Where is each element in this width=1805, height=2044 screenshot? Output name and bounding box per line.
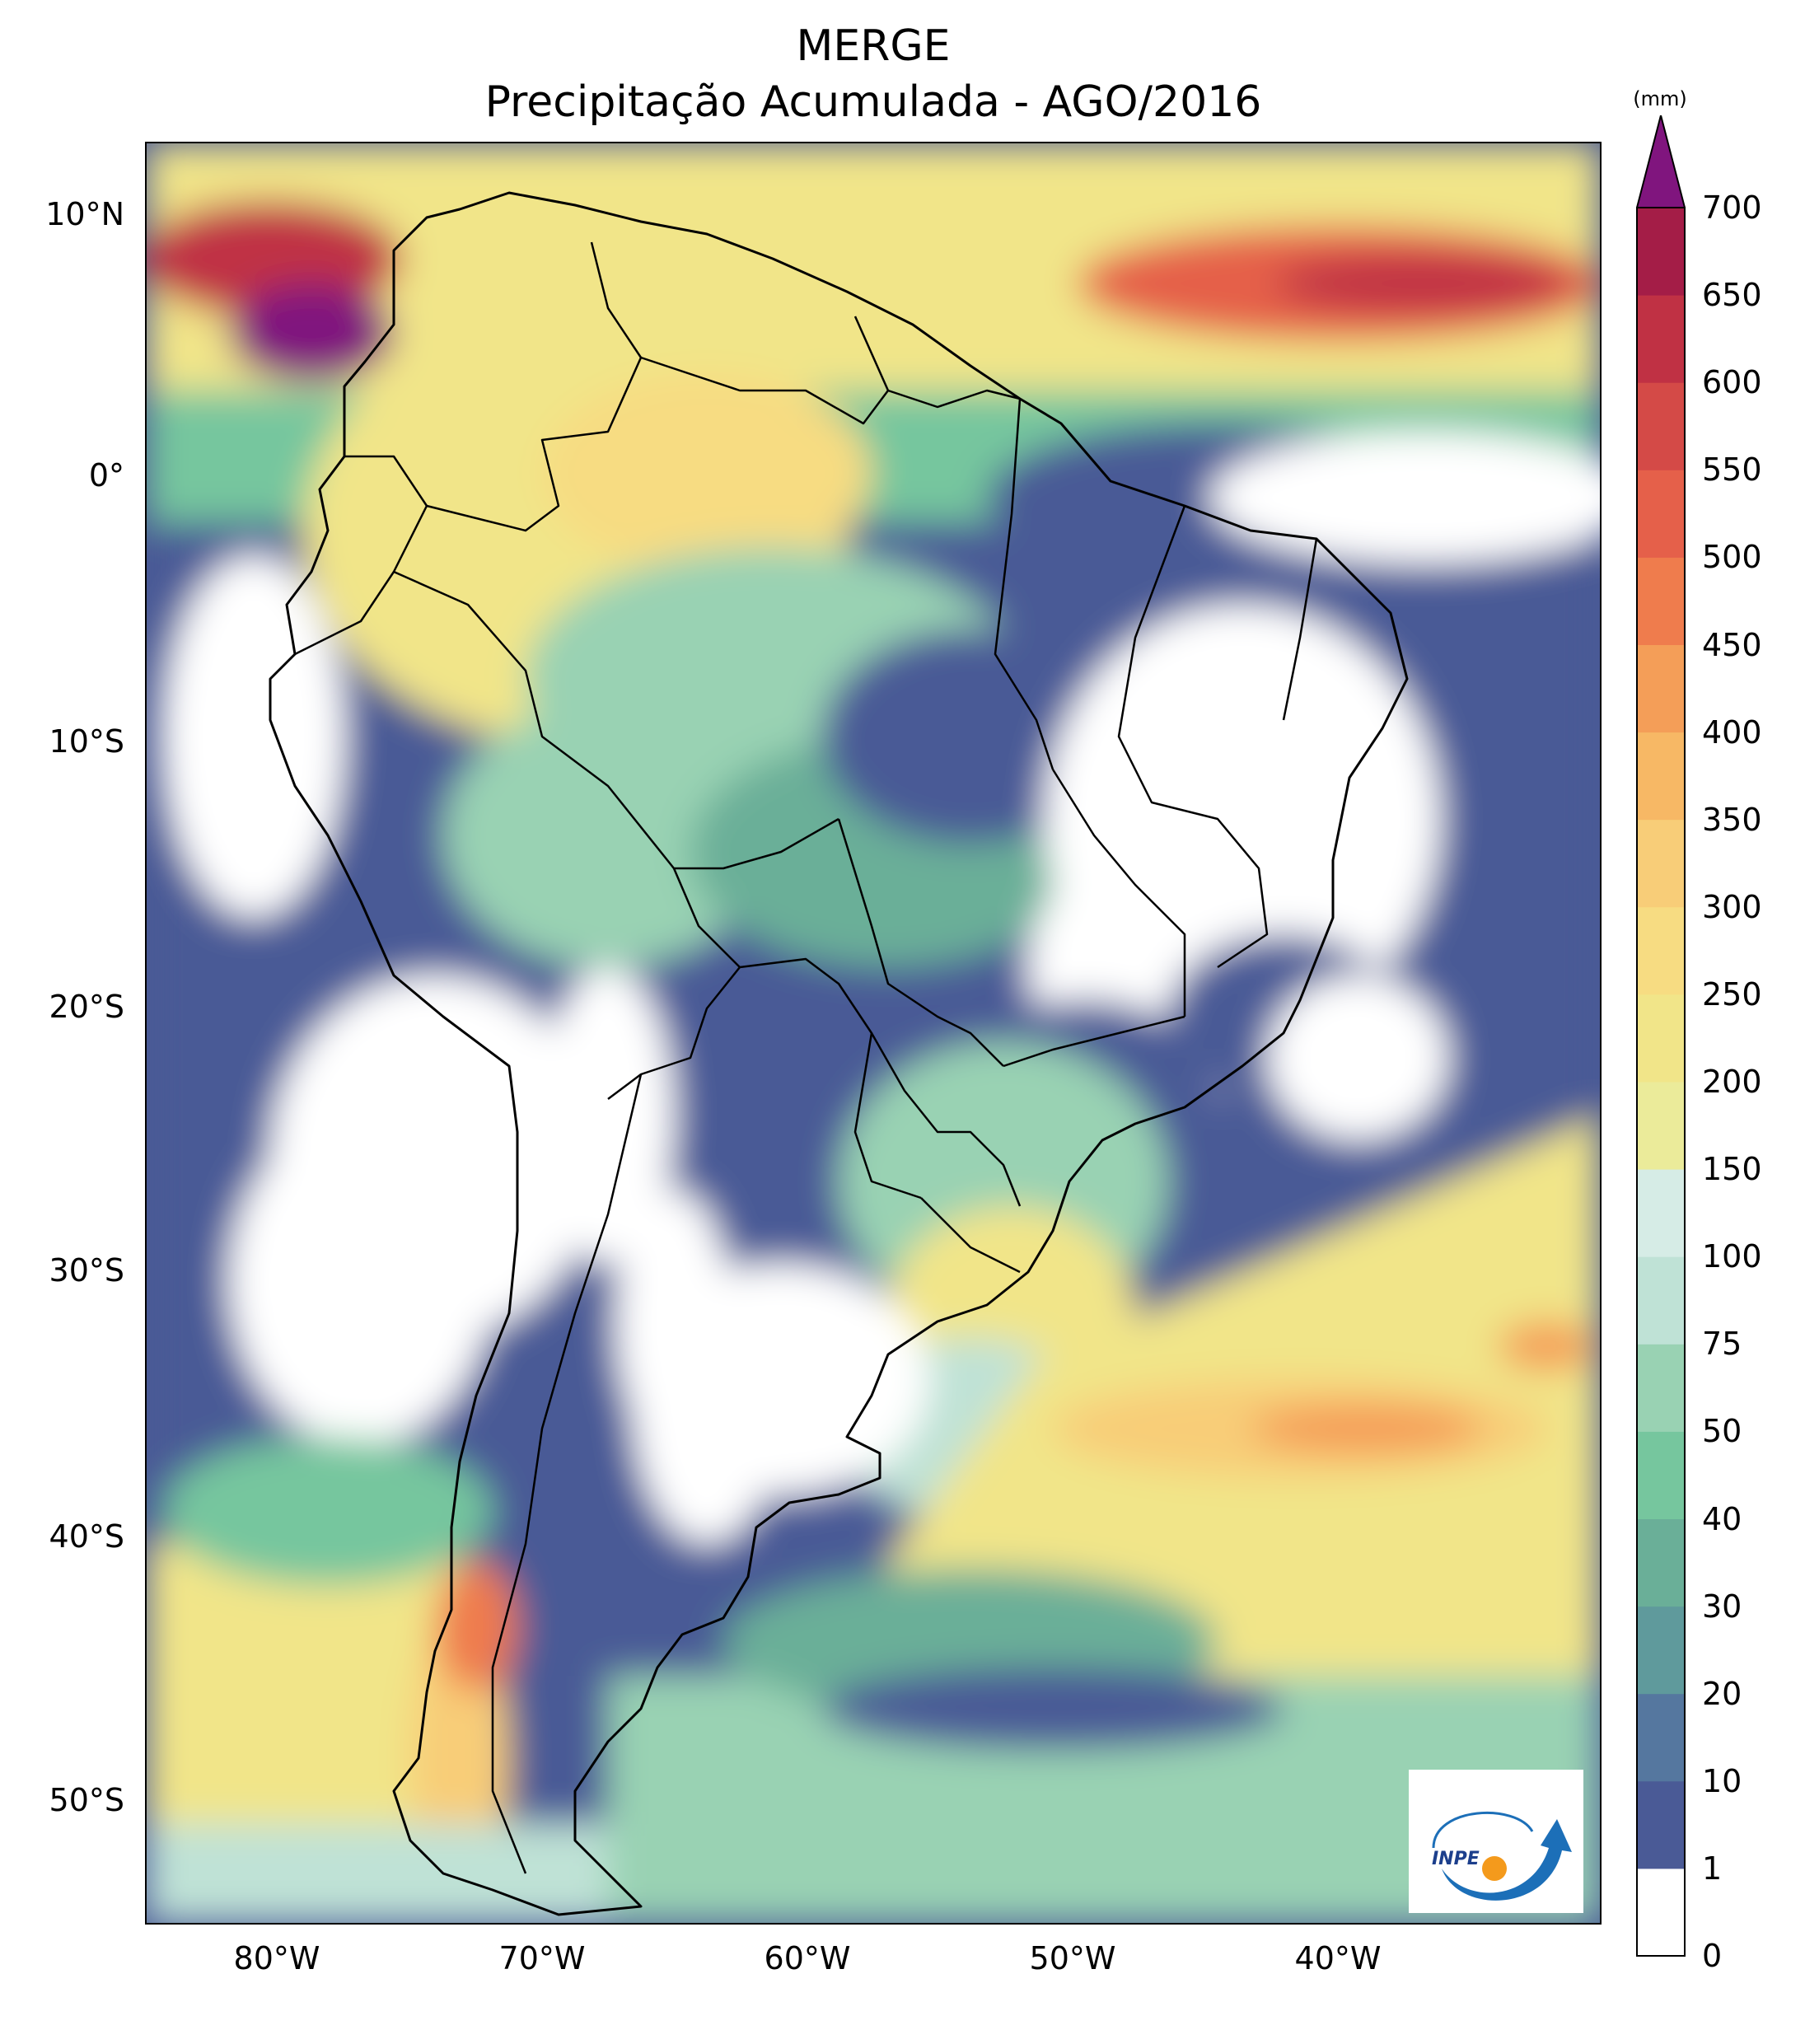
- colorbar-tick-label: 700: [1702, 189, 1762, 226]
- colorbar-segment: [1637, 819, 1685, 908]
- lat-label-10n: 10°N: [45, 196, 124, 232]
- colorbar-tick-label: 10: [1702, 1762, 1742, 1799]
- colorbar-segment: [1637, 208, 1685, 296]
- colorbar-tick-label: 450: [1702, 626, 1762, 663]
- colorbar-segment: [1637, 644, 1685, 733]
- colorbar-segment: [1637, 1344, 1685, 1432]
- colorbar-segment: [1637, 1518, 1685, 1607]
- colorbar-tick-label: 150: [1702, 1151, 1762, 1188]
- colorbar-segment: [1637, 1082, 1685, 1170]
- colorbar-tick-label: 0: [1702, 1938, 1723, 1974]
- coastlines: [269, 191, 1409, 1916]
- colorbar-tick-label: 50: [1702, 1413, 1742, 1450]
- svg-text:INPE: INPE: [1432, 1849, 1480, 1869]
- lat-label-0: 0°: [88, 457, 124, 493]
- country-borders: [294, 241, 1318, 1874]
- colorbar-tick-label: 300: [1702, 888, 1762, 925]
- colorbar-segment: [1637, 906, 1685, 995]
- colorbar-tick-label: 30: [1702, 1588, 1742, 1625]
- lon-label-50w: 50°W: [1029, 1940, 1116, 1976]
- colorbar-tick-label: 650: [1702, 277, 1762, 314]
- logo-sun-icon: [1482, 1856, 1507, 1881]
- lon-label-80w: 80°W: [233, 1940, 320, 1976]
- colorbar-segment: [1637, 382, 1685, 470]
- colorbar-segment: [1637, 1606, 1685, 1695]
- lon-label-70w: 70°W: [498, 1940, 586, 1976]
- colorbar-tick-label: 100: [1702, 1238, 1762, 1275]
- colorbar-tick-label: 1: [1702, 1850, 1723, 1887]
- lat-label-20s: 20°S: [49, 989, 124, 1025]
- colorbar-tick-label: 600: [1702, 364, 1762, 401]
- colorbar-tick-label: 40: [1702, 1500, 1742, 1537]
- colorbar-segment: [1637, 1431, 1685, 1519]
- colorbar-tick-label: 20: [1702, 1675, 1742, 1712]
- precipitation-map: [145, 142, 1602, 1925]
- colorbar-segment: [1637, 470, 1685, 558]
- colorbar-tick-label: 350: [1702, 801, 1762, 838]
- colorbar-tick-label: 400: [1702, 713, 1762, 751]
- lat-label-10s: 10°S: [49, 723, 124, 760]
- colorbar-segment: [1637, 1693, 1685, 1782]
- colorbar: [1636, 115, 1686, 1957]
- lat-label-50s: 50°S: [49, 1782, 124, 1818]
- colorbar-segment: [1637, 557, 1685, 645]
- map-subtitle: Precipitação Acumulada - AGO/2016: [484, 77, 1262, 127]
- colorbar-segment: [1637, 1256, 1685, 1345]
- colorbar-tick-label: 500: [1702, 539, 1762, 576]
- colorbar-unit: (mm): [1633, 87, 1687, 110]
- colorbar-tick-label: 250: [1702, 975, 1762, 1013]
- lat-label-40s: 40°S: [49, 1518, 124, 1555]
- inpe-logo: INPE: [1409, 1770, 1583, 1913]
- colorbar-segment: [1637, 1780, 1685, 1869]
- lon-label-60w: 60°W: [764, 1940, 851, 1976]
- logo-arrow-icon: [1442, 1819, 1572, 1901]
- colorbar-segment: [1637, 994, 1685, 1083]
- colorbar-segment: [1637, 1868, 1685, 1957]
- colorbar-tick-label: 75: [1702, 1326, 1742, 1363]
- logo-orbit-icon: [1432, 1811, 1534, 1849]
- lat-label-30s: 30°S: [49, 1252, 124, 1289]
- colorbar-segment: [1637, 1169, 1685, 1257]
- colorbar-tick-label: 200: [1702, 1064, 1762, 1100]
- lon-label-40w: 40°W: [1294, 1940, 1382, 1976]
- map-title: MERGE: [796, 21, 951, 71]
- colorbar-segment: [1637, 732, 1685, 821]
- colorbar-tick-label: 550: [1702, 451, 1762, 489]
- colorbar-segment: [1637, 295, 1685, 383]
- colorbar-extend-triangle: [1636, 115, 1686, 208]
